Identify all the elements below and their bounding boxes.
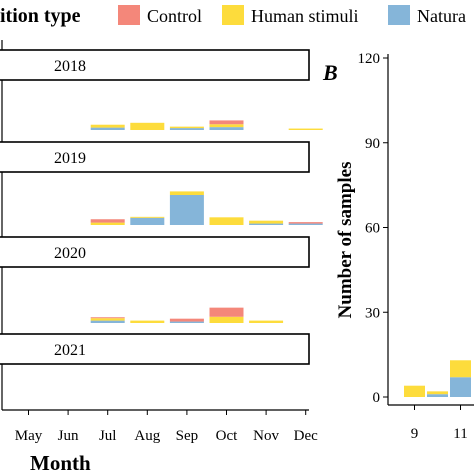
bar-2019-nov-natura	[249, 223, 284, 225]
legend-label-control: Control	[147, 6, 202, 26]
x-tick-jul: Jul	[99, 428, 117, 444]
bar-2019-jul-control	[90, 219, 125, 223]
bar-2018-oct-control	[209, 120, 244, 125]
bar-2020-aug-human-stimuli	[130, 320, 165, 323]
legend-swatch-human-stimuli	[222, 5, 244, 25]
legend-label-natural: Natura	[417, 6, 466, 26]
facet-label-2018: 2018	[54, 58, 86, 75]
bar-b-9-human-stimuli	[404, 385, 425, 397]
bar-2019-sep-human-stimuli	[169, 191, 204, 195]
facet-strip-2020	[0, 236, 310, 268]
bar-2020-oct-human-stimuli	[209, 316, 244, 323]
bar-2020-jul-human-stimuli	[90, 318, 125, 321]
y-tick-30: 30	[365, 305, 380, 321]
y-tick-120: 120	[358, 51, 381, 67]
bar-2018-jul-natura	[90, 127, 125, 130]
panel-a-x-axis-title: Month	[30, 451, 91, 474]
bar-2019-nov-human-stimuli	[249, 220, 284, 224]
bar-2020-nov-human-stimuli	[249, 320, 284, 323]
bar-2019-jul-human-stimuli	[90, 222, 125, 225]
y-tick-90: 90	[365, 136, 380, 152]
panel-b-label: B	[322, 60, 338, 85]
x-tick-aug: Aug	[134, 428, 160, 444]
x-tick-jun: Jun	[58, 428, 79, 444]
bar-2020-sep-control	[169, 318, 204, 322]
bar-2018-jul-human-stimuli	[90, 124, 125, 128]
legend: ition type Control Human stimuli Natura	[0, 5, 466, 27]
facet-strip-2019	[0, 141, 310, 173]
x-tick-sep: Sep	[176, 428, 199, 444]
legend-swatch-control	[118, 5, 140, 25]
legend-label-human-stimuli: Human stimuli	[251, 6, 359, 26]
legend-swatch-natural	[388, 5, 410, 25]
facet-strip-2018	[0, 49, 310, 81]
x-tick-b-9: 9	[411, 426, 419, 442]
bar-2019-dec-control	[288, 222, 323, 224]
bar-2019-sep-natura	[169, 195, 204, 225]
x-tick-nov: Nov	[253, 428, 279, 444]
bar-2018-oct-human-stimuli	[209, 124, 244, 128]
bar-2019-aug-human-stimuli	[130, 216, 165, 218]
y-tick-60: 60	[365, 221, 380, 237]
facet-label-2020: 2020	[54, 245, 86, 262]
legend-title: ition type	[0, 5, 81, 27]
x-tick-oct: Oct	[216, 428, 238, 444]
panel-a: 2018 2019 2020 2021 May Jun Jul Aug Sep Oct Nov De…	[0, 40, 323, 474]
bar-2020-oct-control	[209, 307, 244, 317]
bar-2018-aug-human-stimuli	[130, 122, 165, 130]
panel-b: B Number of samples 0 30 60 90 120 9 11	[322, 51, 474, 442]
bar-b-11-human-stimuli	[450, 360, 471, 378]
bar-2018-oct-natura	[209, 127, 244, 130]
bar-2019-aug-natura	[130, 217, 165, 225]
bar-b-11-natura	[450, 377, 471, 397]
y-tick-0: 0	[373, 390, 381, 406]
facet-strip-2021	[0, 333, 310, 365]
bar-2018-dec-human-stimuli	[288, 128, 323, 130]
bar-b-10-human-stimuli	[427, 391, 448, 395]
bar-2019-dec-natura	[288, 223, 323, 225]
bar-b-10-natura	[427, 394, 448, 397]
bar-2018-sep-human-stimuli	[169, 126, 204, 129]
bar-2020-sep-natura	[169, 321, 204, 323]
x-tick-dec: Dec	[294, 428, 318, 444]
x-tick-b-11: 11	[453, 426, 467, 442]
x-tick-may: May	[15, 428, 43, 444]
panel-b-y-axis-title: Number of samples	[335, 162, 356, 319]
facet-label-2019: 2019	[54, 150, 86, 167]
bar-2020-jul-natura	[90, 320, 125, 323]
bar-2018-sep-natura	[169, 128, 204, 130]
bar-2019-oct-human-stimuli	[209, 217, 244, 225]
facet-label-2021: 2021	[54, 342, 86, 359]
bar-2020-jul-control	[90, 317, 125, 319]
